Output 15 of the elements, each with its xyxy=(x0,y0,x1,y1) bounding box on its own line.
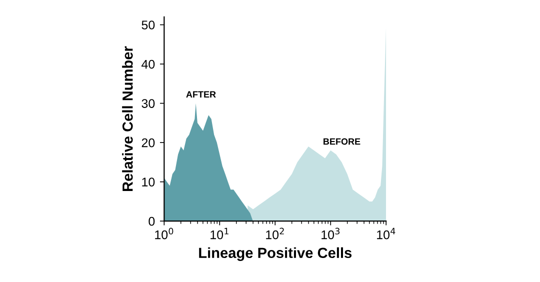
x-tick-label: 10$^{3}$ xyxy=(322,228,340,240)
y-tick-label: 30 xyxy=(142,99,155,108)
y-tick-label: 0 xyxy=(148,216,155,226)
y-axis-title: Relative Cell Number xyxy=(122,46,133,191)
y-tick-label: 20 xyxy=(142,138,155,148)
series-label: AFTER xyxy=(186,91,216,98)
x-tick-label: 10$^{4}$ xyxy=(377,228,396,240)
x-tick-label: 10$^{0}$ xyxy=(155,228,174,240)
y-tick-label: 50 xyxy=(142,20,155,30)
y-tick-label: 40 xyxy=(142,60,155,69)
x-axis-title: Lineage Positive Cells xyxy=(199,247,352,261)
y-tick-label: 10 xyxy=(142,178,155,186)
x-tick-label: 10$^{2}$ xyxy=(266,228,284,240)
series-label: BEFORE xyxy=(324,138,360,145)
x-tick-label: 10$^{1}$ xyxy=(210,228,228,240)
